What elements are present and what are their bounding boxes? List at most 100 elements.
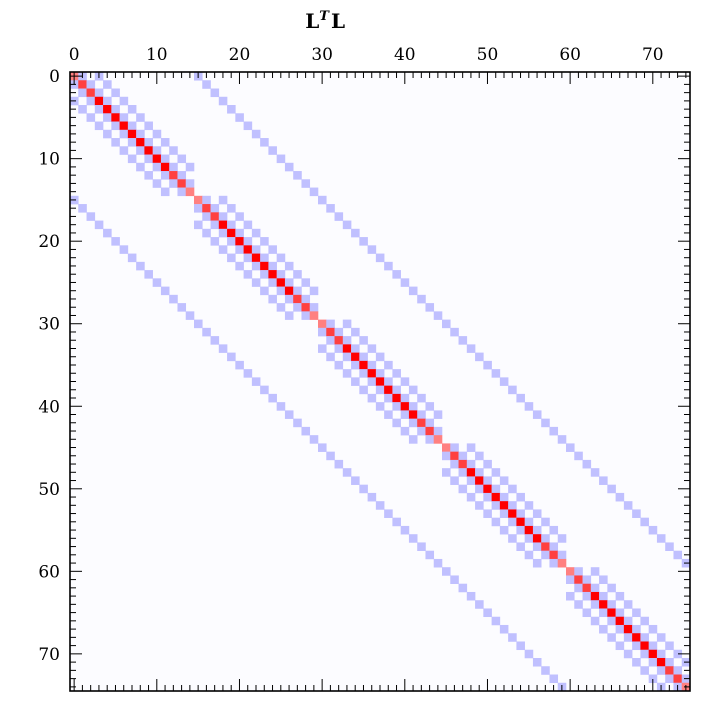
diagonal-cell <box>375 377 385 386</box>
off-diagonal-cell <box>367 377 377 386</box>
off-diagonal-cell <box>218 245 228 254</box>
diagonal-cell <box>483 484 492 494</box>
off-diagonal-cell <box>111 138 120 147</box>
off-diagonal-cell <box>425 303 435 312</box>
off-diagonal-cell <box>202 228 211 238</box>
off-diagonal-cell <box>408 385 418 395</box>
off-diagonal-cell <box>367 492 377 502</box>
diagonal-cell <box>318 319 327 329</box>
diagonal-cell <box>251 253 261 263</box>
off-diagonal-cell <box>293 418 302 428</box>
off-diagonal-cell <box>599 608 608 618</box>
off-diagonal-cell <box>136 261 145 271</box>
off-diagonal-cell <box>111 237 120 246</box>
off-diagonal-cell <box>483 459 492 469</box>
off-diagonal-cell <box>260 138 269 147</box>
off-diagonal-cell <box>111 121 120 131</box>
off-diagonal-cell <box>169 179 178 188</box>
diagonal-cell <box>566 567 575 576</box>
off-diagonal-cell <box>541 517 550 527</box>
off-diagonal-cell <box>202 327 211 337</box>
off-diagonal-cell <box>152 146 162 155</box>
off-diagonal-cell <box>342 319 352 329</box>
off-diagonal-cell <box>524 550 534 560</box>
svg-text:LTL: LT L <box>305 9 345 33</box>
off-diagonal-cell <box>582 608 592 618</box>
off-diagonal-cell <box>508 534 517 543</box>
off-diagonal-cell <box>86 96 96 106</box>
off-diagonal-cell <box>94 105 104 114</box>
diagonal-cell <box>673 674 683 684</box>
off-diagonal-cell <box>103 129 112 139</box>
off-diagonal-cell <box>673 550 683 560</box>
off-diagonal-cell <box>152 129 162 139</box>
off-diagonal-cell <box>475 484 484 494</box>
off-diagonal-cell <box>623 633 633 642</box>
off-diagonal-cell <box>384 410 393 419</box>
off-diagonal-cell <box>251 129 261 139</box>
off-diagonal-cell <box>640 649 649 659</box>
off-diagonal-cell <box>243 121 253 131</box>
diagonal-cell <box>111 113 120 122</box>
diagonal-cell <box>582 583 592 593</box>
off-diagonal-cell <box>276 402 286 411</box>
off-diagonal-cell <box>392 517 401 527</box>
diagonal-cell <box>648 649 658 659</box>
off-diagonal-cell <box>640 616 649 626</box>
off-diagonal-cell <box>475 501 484 510</box>
diagonal-cell <box>94 96 104 106</box>
off-diagonal-cell <box>400 278 410 287</box>
off-diagonal-cell <box>351 344 360 353</box>
diagonal-cell <box>367 369 377 378</box>
off-diagonal-cell <box>466 459 476 469</box>
off-diagonal-cell <box>557 435 567 444</box>
off-diagonal-cell <box>408 286 418 296</box>
off-diagonal-cell <box>119 96 129 106</box>
off-diagonal-cell <box>599 624 608 634</box>
off-diagonal-cell <box>127 253 137 263</box>
off-diagonal-cell <box>491 501 501 510</box>
diagonal-cell <box>284 286 294 296</box>
off-diagonal-cell <box>483 360 492 370</box>
off-diagonal-cell <box>160 171 170 180</box>
off-diagonal-cell <box>599 476 608 485</box>
off-diagonal-cell <box>400 410 410 419</box>
off-diagonal-cell <box>392 385 401 395</box>
off-diagonal-cell <box>309 435 319 444</box>
diagonal-cell <box>408 410 418 419</box>
off-diagonal-cell <box>499 525 509 535</box>
off-diagonal-cell <box>342 468 352 477</box>
x-tick-label: 40 <box>394 45 416 65</box>
off-diagonal-cell <box>384 377 393 386</box>
off-diagonal-cell <box>656 633 666 642</box>
off-diagonal-cell <box>227 220 236 230</box>
off-diagonal-cell <box>78 105 87 114</box>
off-diagonal-cell <box>640 633 649 642</box>
diagonal-cell <box>160 162 170 172</box>
off-diagonal-cell <box>276 303 286 312</box>
diagonal-cell <box>210 212 220 221</box>
off-diagonal-cell <box>202 212 211 221</box>
off-diagonal-cell <box>375 369 385 378</box>
diagonal-cell <box>417 418 426 428</box>
off-diagonal-cell <box>284 278 294 287</box>
off-diagonal-cell <box>284 410 294 419</box>
off-diagonal-cell <box>574 600 583 609</box>
off-diagonal-cell <box>127 138 137 147</box>
off-diagonal-cell <box>450 575 459 584</box>
x-tick-label: 10 <box>146 45 168 65</box>
off-diagonal-cell <box>284 162 294 172</box>
off-diagonal-cell <box>632 641 641 651</box>
off-diagonal-cell <box>590 616 600 626</box>
y-tick-label: 0 <box>49 67 60 87</box>
off-diagonal-cell <box>152 179 162 188</box>
diagonal-cell <box>268 270 277 279</box>
off-diagonal-cell <box>607 616 616 626</box>
off-diagonal-cell <box>466 443 476 452</box>
y-tick-label: 40 <box>38 397 60 417</box>
off-diagonal-cell <box>623 501 633 510</box>
off-diagonal-cell <box>433 426 443 436</box>
off-diagonal-cell <box>574 583 583 593</box>
off-diagonal-cell <box>367 344 377 353</box>
